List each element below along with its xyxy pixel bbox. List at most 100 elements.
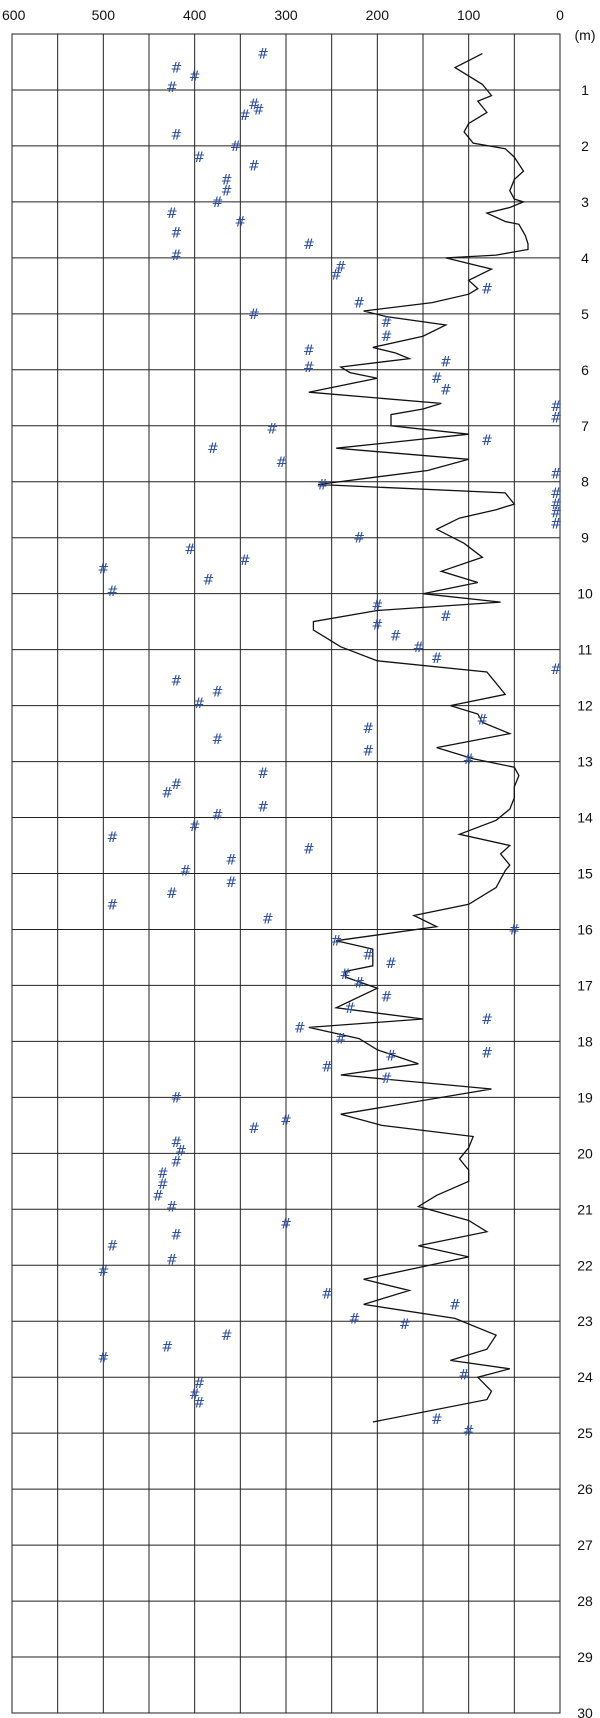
scatter-point: # (266, 422, 278, 438)
scatter-point: # (353, 296, 365, 312)
y-tick-label: 15 (577, 866, 593, 882)
scatter-point: # (385, 956, 397, 972)
scatter-point: # (171, 673, 183, 689)
scatter-point: # (97, 1264, 109, 1280)
y-tick-label: 26 (577, 1481, 593, 1497)
scatter-point: # (550, 662, 562, 678)
scatter-point: # (303, 360, 315, 376)
y-tick-label: 19 (577, 1089, 593, 1105)
scatter-point: # (381, 315, 393, 331)
scatter-point: # (175, 1144, 187, 1160)
scatter-point: # (221, 173, 233, 189)
scatter-point: # (280, 1216, 292, 1232)
scatter-point: # (184, 542, 196, 558)
scatter-point: # (303, 237, 315, 253)
y-axis-tick-labels: 1234567891011121314151617181920212223242… (577, 82, 593, 1718)
y-tick-label: 30 (577, 1705, 593, 1718)
scatter-point: # (385, 1048, 397, 1064)
scatter-point: # (381, 1071, 393, 1087)
scatter-point: # (353, 531, 365, 547)
y-tick-label: 25 (577, 1425, 593, 1441)
scatter-point: # (189, 69, 201, 85)
scatter-point: # (193, 1376, 205, 1392)
scatter-point: # (234, 214, 246, 230)
y-tick-label: 2 (581, 138, 589, 154)
series-line (308, 53, 529, 1423)
scatter-point: # (481, 433, 493, 449)
scatter-point: # (463, 752, 475, 768)
x-tick-label: 0 (556, 7, 564, 23)
scatter-point: # (239, 553, 251, 569)
scatter-point: # (171, 128, 183, 144)
scatter-point: # (189, 1387, 201, 1403)
scatter-point: # (248, 97, 260, 113)
y-tick-label: 17 (577, 977, 593, 993)
scatter-point: # (330, 934, 342, 950)
scatter-point: # (193, 1395, 205, 1411)
scatter-point: # (248, 307, 260, 323)
scatter-point: # (257, 799, 269, 815)
scatter-point: # (381, 329, 393, 345)
scatter-point: # (508, 922, 520, 938)
scatter-point: # (476, 713, 488, 729)
scatter-point: # (157, 1177, 169, 1193)
scatter-point: # (362, 948, 374, 964)
scatter-point: # (257, 766, 269, 782)
y-tick-label: 23 (577, 1313, 593, 1329)
scatter-point: # (171, 226, 183, 242)
scatter-point: # (212, 732, 224, 748)
scatter-point: # (431, 371, 443, 387)
scatter-point: # (171, 248, 183, 264)
scatter-point: # (221, 1328, 233, 1344)
scatter-point: # (207, 441, 219, 457)
scatter-point: # (550, 497, 562, 513)
scatter-point: # (166, 1253, 178, 1269)
scatter-point: # (550, 486, 562, 502)
scatter-point: # (390, 629, 402, 645)
scatter-point: # (161, 1339, 173, 1355)
y-tick-label: 29 (577, 1649, 593, 1665)
y-tick-label: 3 (581, 194, 589, 210)
y-tick-label: 7 (581, 418, 589, 434)
scatter-point: # (189, 819, 201, 835)
scatter-point: # (280, 1113, 292, 1129)
scatter-point: # (303, 841, 315, 857)
scatter-point: # (440, 354, 452, 370)
scatter-point: # (107, 830, 119, 846)
x-tick-label: 400 (183, 7, 207, 23)
scatter-point: # (193, 696, 205, 712)
scatter-point: # (97, 561, 109, 577)
scatter-point: # (335, 1032, 347, 1048)
scatter-point: # (248, 1121, 260, 1137)
y-tick-label: 21 (577, 1201, 593, 1217)
scatter-point: # (193, 150, 205, 166)
scatter-point: # (294, 1020, 306, 1036)
y-tick-label: 4 (581, 250, 589, 266)
scatter-point: # (225, 875, 237, 891)
y-tick-label: 13 (577, 754, 593, 770)
scatter-point: # (413, 640, 425, 656)
y-tick-label: 22 (577, 1257, 593, 1273)
y-tick-label: 12 (577, 698, 593, 714)
scatter-point: # (321, 1060, 333, 1076)
y-tick-label: 18 (577, 1033, 593, 1049)
x-tick-label: 500 (92, 7, 116, 23)
scatter-point: # (339, 967, 351, 983)
x-tick-label: 300 (274, 7, 298, 23)
y-tick-label: 20 (577, 1145, 593, 1161)
scatter-point: # (230, 139, 242, 155)
y-tick-label: 5 (581, 306, 589, 322)
x-axis-tick-labels: 600 500 400 300 200 100 0 (2, 7, 564, 23)
y-tick-label: 6 (581, 362, 589, 378)
scatter-point: # (212, 685, 224, 701)
scatter-point: # (166, 206, 178, 222)
scatter-point: # (399, 1317, 411, 1333)
scatter-point: # (550, 399, 562, 415)
scatter-point: # (303, 343, 315, 359)
scatter-point: # (166, 80, 178, 96)
scatter-point: # (221, 184, 233, 200)
scatter-point: # (171, 1135, 183, 1151)
scatter-point: # (171, 1227, 183, 1243)
scatter-point: # (362, 721, 374, 737)
